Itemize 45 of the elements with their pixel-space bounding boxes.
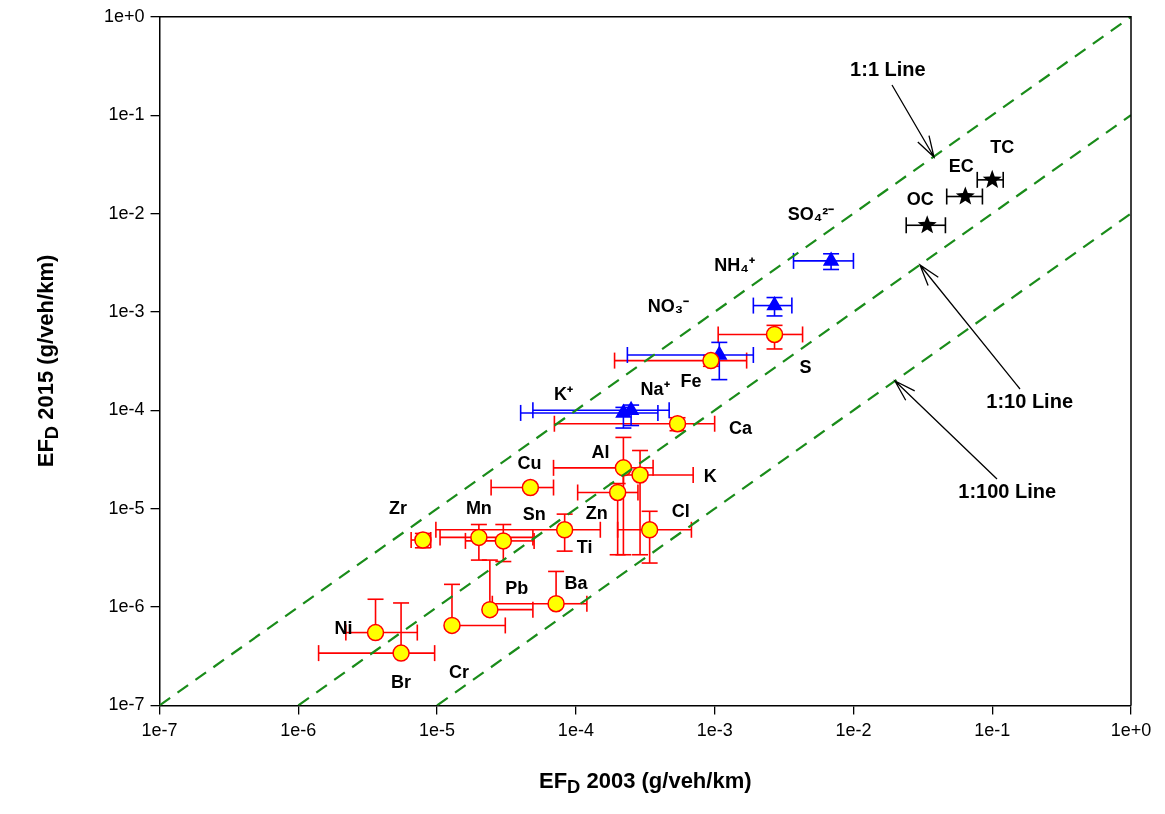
annotation: SO₄²⁻ bbox=[787, 203, 835, 224]
annotation: Ti bbox=[576, 536, 593, 557]
annotation: NO₃⁻ bbox=[647, 295, 689, 316]
y-tick-label: 1e-3 bbox=[108, 300, 145, 321]
annotation: Na⁺ bbox=[640, 379, 670, 400]
y-tick-label: 1e+0 bbox=[104, 5, 145, 26]
annotation: S bbox=[799, 357, 812, 378]
annotation: Zn bbox=[585, 503, 608, 524]
x-tick-label: 1e-4 bbox=[557, 720, 594, 741]
annotation: 1:100 Line bbox=[958, 480, 1057, 503]
x-tick-label: 1e-5 bbox=[419, 720, 456, 741]
annotation: 1:10 Line bbox=[986, 390, 1074, 413]
y-tick-label: 1e-2 bbox=[108, 202, 145, 223]
annotation: 1:1 Line bbox=[850, 58, 926, 81]
x-tick-label: 1e-7 bbox=[141, 720, 178, 741]
y-tick-label: 1e-4 bbox=[108, 399, 145, 420]
x-tick-label: 1e+0 bbox=[1110, 720, 1152, 741]
annotation: NH₄⁺ bbox=[714, 254, 755, 275]
annotation: Al bbox=[591, 441, 610, 462]
y-tick-label: 1e-7 bbox=[108, 694, 145, 715]
x-axis-title: EF$_{D}$ 2003 (g/veh/km) bbox=[538, 768, 752, 799]
annotation: K⁺ bbox=[553, 383, 573, 404]
x-tick-label: 1e-6 bbox=[280, 720, 317, 741]
annotation: Cl bbox=[671, 500, 690, 521]
y-tick-label: 1e-6 bbox=[108, 596, 145, 616]
annotation: TC bbox=[990, 136, 1015, 157]
annotation: Zr bbox=[388, 497, 407, 518]
x-tick-label: 1e-3 bbox=[696, 720, 733, 741]
annotation: Ni bbox=[334, 617, 353, 638]
annotation: OC bbox=[906, 189, 934, 210]
annotation: Mn bbox=[465, 498, 492, 519]
y-tick-label: 1e-5 bbox=[108, 497, 145, 518]
x-tick-label: 1e-1 bbox=[974, 720, 1011, 741]
y-tick-label: 1e-1 bbox=[108, 104, 145, 125]
annotation: Ba bbox=[564, 572, 589, 593]
annotation: Cr bbox=[448, 662, 469, 683]
annotation: EC bbox=[948, 156, 974, 177]
annotation: Cu bbox=[517, 453, 542, 474]
annotation: Br bbox=[391, 672, 412, 693]
annotation: Sn bbox=[522, 503, 546, 524]
x-tick-label: 1e-2 bbox=[835, 720, 872, 741]
annotation: Ca bbox=[729, 417, 754, 438]
annotation: Pb bbox=[505, 577, 529, 598]
annotation: K bbox=[703, 465, 717, 486]
annotation: Fe bbox=[680, 370, 702, 391]
